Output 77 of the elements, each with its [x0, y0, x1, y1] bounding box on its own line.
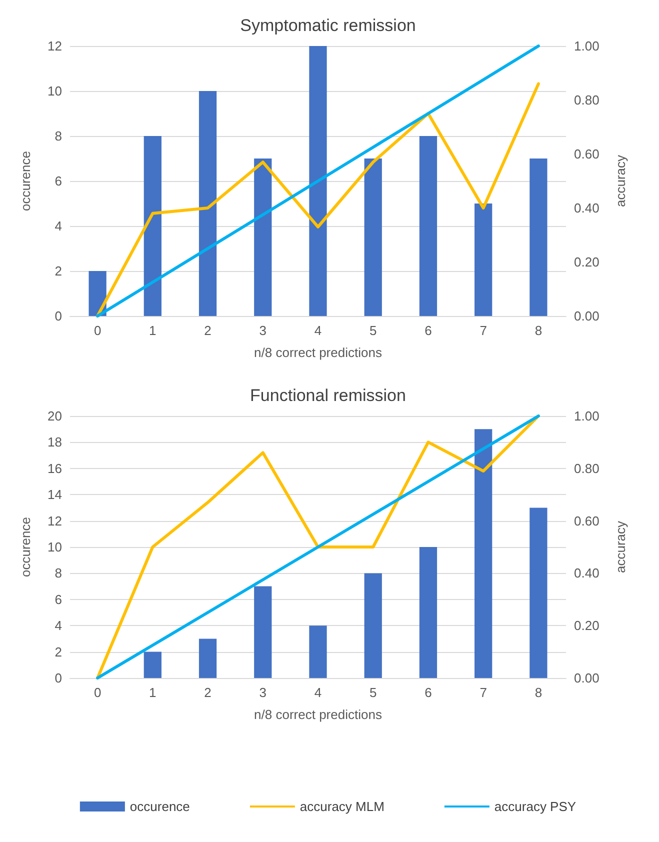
- y-axis-title: occurence: [18, 517, 33, 577]
- y-tick-label: 0: [54, 670, 62, 686]
- y-tick-label: 18: [48, 434, 62, 450]
- x-tick-label: 2: [204, 685, 212, 700]
- y-tick-label: 0: [54, 308, 62, 324]
- y-tick-label: 2: [54, 264, 62, 278]
- y2-tick-label: 1.00: [574, 408, 600, 424]
- bar: [530, 158, 548, 316]
- x-tick-label: 1: [149, 323, 156, 338]
- y2-tick-label: 1.00: [574, 38, 600, 54]
- x-tick-label: 5: [369, 323, 377, 338]
- legend-label: accuracy PSY: [494, 799, 576, 814]
- x-tick-label: 3: [259, 323, 267, 338]
- y-tick-label: 12: [48, 38, 62, 54]
- y2-tick-label: 0.20: [574, 254, 600, 270]
- legend-label: occurence: [130, 799, 190, 814]
- x-tick-label: 0: [94, 685, 102, 700]
- bar: [364, 158, 382, 316]
- bar: [364, 573, 382, 678]
- y2-axis-title: accuracy: [613, 520, 628, 574]
- y-tick-label: 16: [48, 460, 62, 476]
- x-tick-label: 4: [314, 323, 322, 338]
- x-axis-title: n/8 correct predictions: [254, 707, 382, 722]
- y2-tick-label: 0.60: [574, 146, 600, 162]
- bar: [419, 136, 438, 316]
- x-tick-label: 0: [94, 323, 102, 338]
- bar: [198, 638, 217, 678]
- y-tick-label: 2: [54, 644, 62, 660]
- y2-tick-label: 0.40: [574, 200, 600, 216]
- bar: [474, 204, 492, 316]
- x-tick-label: 4: [314, 685, 322, 700]
- y2-axis-title: accuracy: [613, 154, 628, 208]
- y2-tick-label: 0.80: [574, 92, 600, 108]
- x-tick-label: 5: [369, 685, 377, 700]
- bar: [144, 136, 162, 316]
- y2-tick-label: 0.00: [574, 308, 600, 324]
- legend-label: accuracy MLM: [300, 799, 384, 814]
- y-tick-label: 8: [54, 128, 62, 144]
- y-tick-label: 10: [48, 540, 62, 554]
- x-tick-label: 2: [204, 323, 212, 338]
- y2-tick-label: 0.60: [574, 513, 600, 528]
- x-axis-title: n/8 correct predictions: [254, 345, 382, 360]
- y-tick-label: 4: [54, 618, 62, 634]
- x-tick-label: 6: [424, 323, 432, 338]
- x-tick-label: 7: [480, 323, 487, 338]
- y-tick-label: 4: [54, 218, 62, 234]
- bar: [254, 158, 272, 316]
- bar: [309, 626, 327, 678]
- line-series: [96, 414, 540, 680]
- y-tick-label: 14: [48, 487, 62, 502]
- y-tick-label: 6: [54, 592, 62, 607]
- bar: [530, 508, 548, 678]
- y2-tick-label: 0.80: [574, 460, 600, 476]
- y-tick-label: 6: [54, 174, 62, 188]
- x-tick-label: 3: [259, 685, 267, 700]
- y2-tick-label: 0.00: [574, 670, 600, 686]
- bar: [254, 586, 272, 678]
- y2-tick-label: 0.40: [574, 566, 600, 581]
- chart-title: Symptomatic remission: [240, 16, 416, 35]
- y-tick-label: 8: [54, 566, 62, 581]
- chart-title: Functional remission: [250, 386, 406, 405]
- x-tick-label: 7: [480, 685, 487, 700]
- bar: [474, 429, 492, 678]
- x-tick-label: 1: [149, 685, 156, 700]
- bar: [419, 547, 438, 678]
- bar: [144, 652, 162, 678]
- bar: [198, 91, 217, 316]
- y-tick-label: 10: [48, 84, 62, 98]
- bar: [88, 271, 106, 316]
- y-axis-title: occurence: [18, 151, 33, 211]
- y-tick-label: 12: [48, 513, 62, 528]
- y2-tick-label: 0.20: [574, 618, 600, 634]
- x-tick-label: 8: [534, 685, 542, 700]
- y-tick-label: 20: [48, 408, 62, 424]
- bar: [309, 46, 327, 316]
- x-tick-label: 8: [534, 323, 542, 338]
- x-tick-label: 6: [424, 685, 432, 700]
